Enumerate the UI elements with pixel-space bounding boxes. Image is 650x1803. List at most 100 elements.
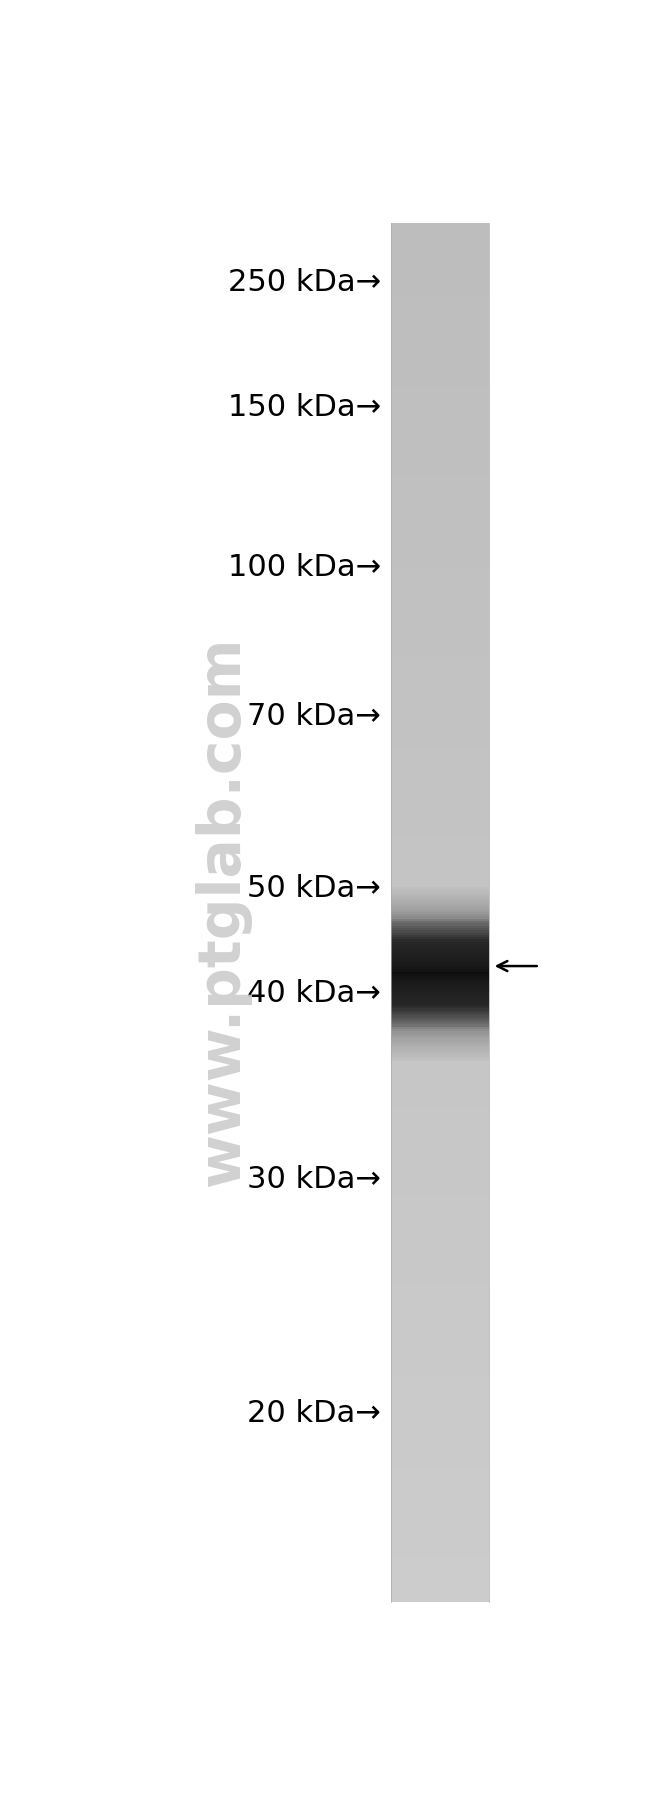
- Bar: [391, 496, 489, 499]
- Bar: [391, 222, 489, 225]
- Bar: [391, 802, 489, 804]
- Bar: [391, 380, 489, 384]
- Bar: [391, 512, 489, 516]
- Bar: [391, 595, 489, 599]
- Bar: [391, 1314, 489, 1316]
- Bar: [391, 548, 489, 552]
- Bar: [391, 411, 489, 415]
- Bar: [391, 1374, 489, 1377]
- Bar: [391, 1282, 489, 1286]
- Bar: [391, 1484, 489, 1487]
- Bar: [391, 1246, 489, 1248]
- Bar: [391, 777, 489, 779]
- Bar: [391, 1046, 489, 1048]
- Bar: [391, 1116, 489, 1120]
- Bar: [391, 1167, 489, 1170]
- Bar: [391, 609, 489, 611]
- Bar: [391, 831, 489, 835]
- Bar: [391, 1040, 489, 1044]
- Bar: [391, 1423, 489, 1424]
- Bar: [391, 1273, 489, 1277]
- Bar: [391, 1163, 489, 1165]
- Bar: [391, 1080, 489, 1082]
- Bar: [391, 377, 489, 380]
- Bar: [391, 530, 489, 534]
- Bar: [391, 737, 489, 741]
- Bar: [391, 1385, 489, 1388]
- Bar: [391, 813, 489, 817]
- Bar: [391, 656, 489, 660]
- Bar: [391, 1011, 489, 1013]
- Bar: [391, 1033, 489, 1037]
- Bar: [391, 1195, 489, 1197]
- Bar: [391, 891, 489, 894]
- Bar: [391, 1516, 489, 1520]
- Bar: [391, 1417, 489, 1421]
- Bar: [391, 716, 489, 719]
- Bar: [391, 1226, 489, 1230]
- Bar: [391, 1258, 489, 1262]
- Bar: [391, 1139, 489, 1143]
- Bar: [391, 721, 489, 725]
- Bar: [391, 389, 489, 393]
- Bar: [391, 1185, 489, 1188]
- Bar: [391, 1397, 489, 1399]
- Bar: [391, 764, 489, 768]
- Bar: [391, 1545, 489, 1549]
- Bar: [391, 579, 489, 582]
- Bar: [391, 1450, 489, 1453]
- Bar: [391, 279, 489, 283]
- Bar: [391, 426, 489, 427]
- Bar: [391, 653, 489, 654]
- Bar: [391, 631, 489, 635]
- Bar: [391, 1176, 489, 1179]
- Bar: [391, 1567, 489, 1570]
- Bar: [391, 1215, 489, 1219]
- Bar: [391, 932, 489, 936]
- Bar: [391, 1143, 489, 1147]
- Bar: [391, 1183, 489, 1186]
- Bar: [391, 494, 489, 496]
- Bar: [391, 907, 489, 911]
- Bar: [391, 233, 489, 234]
- Bar: [391, 1257, 489, 1260]
- Bar: [391, 526, 489, 528]
- Bar: [391, 1332, 489, 1336]
- Bar: [391, 1233, 489, 1237]
- Bar: [391, 1123, 489, 1127]
- Bar: [391, 242, 489, 243]
- Bar: [391, 1518, 489, 1522]
- Bar: [391, 936, 489, 938]
- Bar: [391, 1030, 489, 1031]
- Bar: [391, 833, 489, 837]
- Bar: [391, 972, 489, 975]
- Bar: [391, 561, 489, 563]
- Bar: [391, 267, 489, 269]
- Bar: [391, 330, 489, 334]
- Bar: [391, 1048, 489, 1051]
- Bar: [391, 757, 489, 761]
- Bar: [391, 618, 489, 620]
- Bar: [391, 1448, 489, 1450]
- Bar: [391, 712, 489, 716]
- Bar: [391, 793, 489, 795]
- Bar: [391, 480, 489, 483]
- Bar: [391, 685, 489, 687]
- Bar: [391, 278, 489, 281]
- Bar: [391, 1277, 489, 1280]
- Bar: [391, 889, 489, 892]
- Bar: [391, 1322, 489, 1323]
- Bar: [391, 846, 489, 847]
- Bar: [391, 402, 489, 406]
- Bar: [391, 537, 489, 541]
- Bar: [391, 701, 489, 703]
- Bar: [391, 599, 489, 602]
- Bar: [391, 254, 489, 258]
- Bar: [391, 1572, 489, 1574]
- Bar: [391, 375, 489, 377]
- Bar: [391, 435, 489, 436]
- Bar: [391, 1037, 489, 1039]
- Bar: [391, 615, 489, 618]
- Bar: [391, 328, 489, 332]
- Bar: [391, 1439, 489, 1441]
